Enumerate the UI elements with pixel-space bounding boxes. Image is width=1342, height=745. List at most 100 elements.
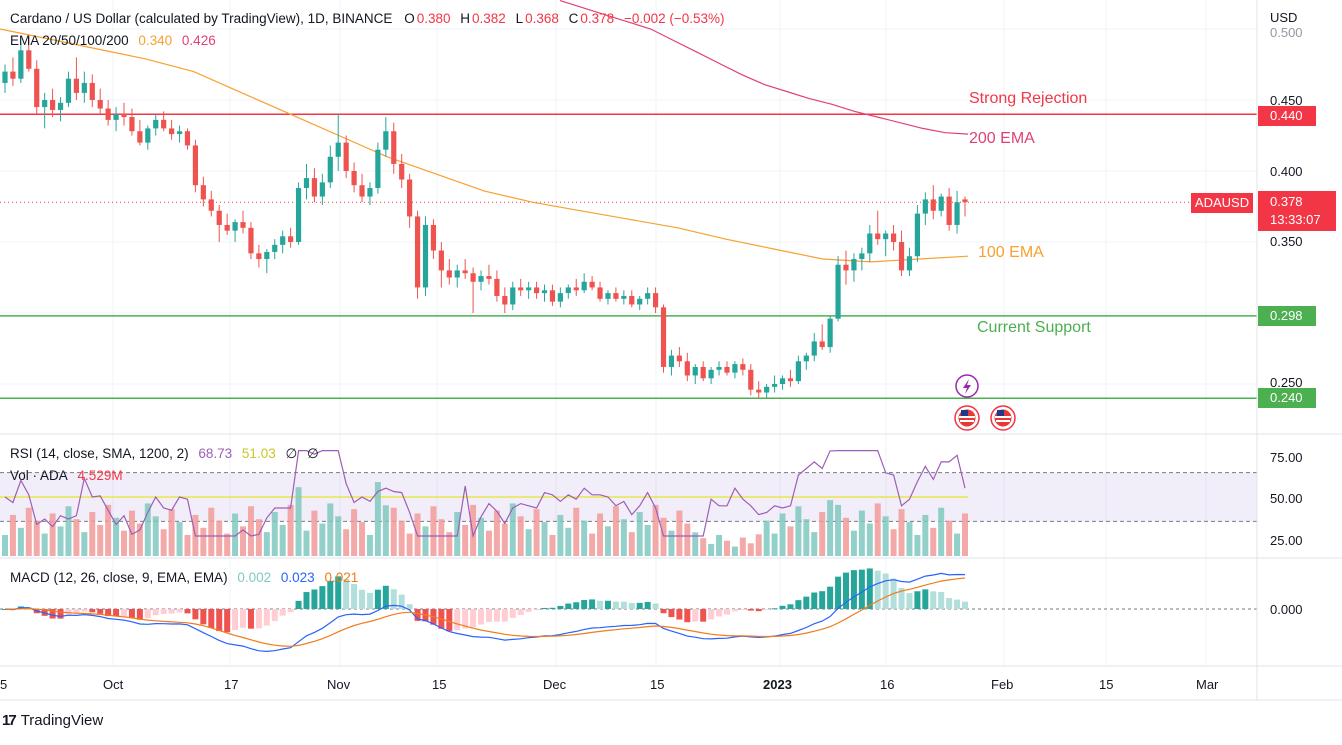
candle-body xyxy=(811,341,817,356)
macd-line-value: 0.023 xyxy=(280,570,315,585)
macd-histogram-bar xyxy=(636,602,643,609)
candle-body xyxy=(81,82,87,93)
candle-body xyxy=(224,224,230,231)
volume-bar xyxy=(311,510,318,556)
candle-body xyxy=(407,179,413,217)
candle-body xyxy=(42,100,48,108)
candle-body xyxy=(454,270,460,278)
volume-bar xyxy=(255,519,262,556)
macd-histogram-bar xyxy=(612,601,619,609)
volume-bar xyxy=(739,537,746,556)
macd-histogram-bar xyxy=(351,583,358,609)
time-label: Oct xyxy=(103,677,124,692)
candle-body xyxy=(383,131,389,150)
us-flag-stripe xyxy=(960,420,974,422)
candle-body xyxy=(153,119,159,129)
macd-histogram-bar xyxy=(311,589,318,609)
candle-body xyxy=(637,298,643,305)
candles xyxy=(2,36,968,399)
candle-body xyxy=(10,71,16,79)
volume-bar xyxy=(771,533,778,556)
rsi-tick: 50.00 xyxy=(1270,491,1303,506)
candle-body xyxy=(470,273,476,282)
candle-body xyxy=(502,295,508,305)
macd-histogram-bar xyxy=(247,609,254,629)
volume-bar xyxy=(65,506,72,556)
candle-body xyxy=(367,188,373,197)
macd-histogram-bar xyxy=(97,609,104,614)
candle-body xyxy=(288,236,294,242)
macd-histogram-bar xyxy=(827,586,834,609)
macd-histogram-bar xyxy=(842,572,849,609)
macd-histogram-bar xyxy=(906,593,913,609)
candle-body xyxy=(145,128,151,143)
volume-bar xyxy=(525,529,532,556)
macd-histogram-bar xyxy=(811,592,818,609)
macd-histogram-bar xyxy=(168,609,175,614)
volume-bar xyxy=(541,522,548,556)
volume-bar xyxy=(962,513,968,556)
candle-body xyxy=(161,119,167,129)
candle-body xyxy=(121,114,127,118)
volume-bar xyxy=(597,513,604,556)
candle-body xyxy=(883,233,889,240)
volume-bar xyxy=(922,514,929,556)
macd-histogram-bar xyxy=(620,601,627,609)
ema-value-1: 0.340 xyxy=(138,33,173,48)
candle-body xyxy=(430,224,437,251)
candle-body xyxy=(922,199,928,214)
macd-histogram-bar xyxy=(755,609,762,612)
volume-bar xyxy=(200,527,207,556)
macd-histogram-bar xyxy=(874,570,881,609)
macd-histogram-bar xyxy=(208,609,215,629)
macd-histogram-bar xyxy=(327,580,334,609)
macd-histogram-bar xyxy=(382,585,389,609)
candle-body xyxy=(446,270,452,278)
volume-bar xyxy=(731,546,738,556)
candle-body xyxy=(97,100,103,109)
candle-body xyxy=(343,142,349,171)
candle-body xyxy=(684,361,690,376)
macd-histogram-bar xyxy=(763,609,770,611)
candle-body xyxy=(827,318,833,348)
volume-bar xyxy=(517,516,524,556)
volume-bar xyxy=(121,530,128,556)
candle-body xyxy=(184,131,191,146)
symbol-header: Cardano / US Dollar (calculated by Tradi… xyxy=(10,11,727,26)
candle-body xyxy=(311,178,318,197)
volume-bar xyxy=(930,527,937,556)
candle-body xyxy=(645,293,651,299)
volume-bar xyxy=(858,510,865,556)
price-tag-240: 0.240 xyxy=(1258,388,1316,408)
volume-bar xyxy=(573,507,580,556)
rsi-value: 68.73 xyxy=(198,446,233,461)
candle-body xyxy=(510,287,516,305)
candle-body xyxy=(113,114,119,120)
candle-body xyxy=(819,341,825,348)
volume-bar xyxy=(565,527,572,556)
macd-histogram-bar xyxy=(493,609,500,622)
macd-histogram-bar xyxy=(898,587,905,609)
time-label: 15 xyxy=(650,677,665,692)
candle-body xyxy=(668,355,675,367)
candle-body xyxy=(50,100,56,110)
volume-bar xyxy=(73,519,80,556)
macd-histogram-bar xyxy=(255,609,262,629)
candle-body xyxy=(859,253,865,260)
macd-histogram-bar xyxy=(803,596,810,609)
macd-label: MACD (12, 26, close, 9, EMA, EMA) xyxy=(10,570,228,585)
volume-bar xyxy=(557,514,564,556)
macd-histogram-bar xyxy=(184,609,191,614)
candle-body xyxy=(692,366,698,376)
volume-bar xyxy=(406,533,413,556)
volume-bar xyxy=(628,532,635,556)
macd-histogram-bar xyxy=(359,589,366,609)
candle-body xyxy=(272,244,278,252)
tradingview-logo[interactable]: 17 TradingView xyxy=(2,712,103,729)
candle-body xyxy=(875,233,881,240)
time-label: Mar xyxy=(1196,677,1219,692)
candle-body xyxy=(914,213,920,257)
macd-histogram-bar xyxy=(271,609,278,622)
us-flag-stripe xyxy=(996,420,1010,422)
